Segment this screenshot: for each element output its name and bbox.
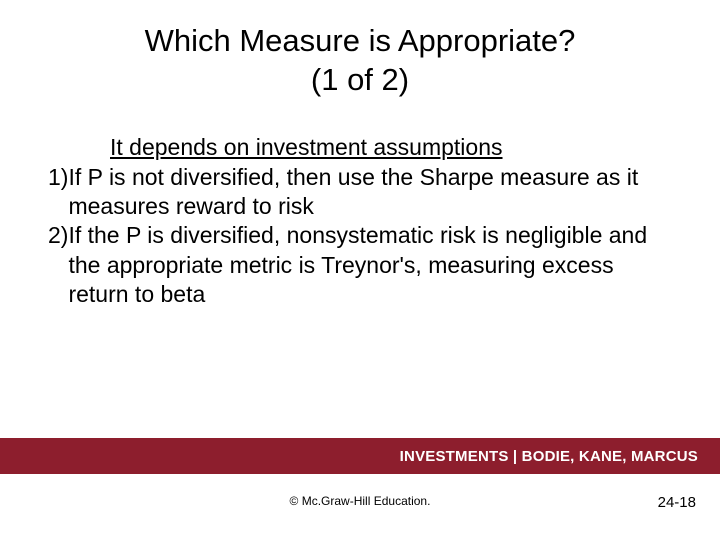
slide-container: Which Measure is Appropriate? (1 of 2) I… (0, 0, 720, 540)
list-number: 2) (48, 221, 68, 309)
list-text: If P is not diversified, then use the Sh… (68, 163, 672, 222)
slide-title: Which Measure is Appropriate? (1 of 2) (48, 22, 672, 100)
subtitle: It depends on investment assumptions (110, 134, 672, 161)
brand-banner: INVESTMENTS | BODIE, KANE, MARCUS (0, 438, 720, 474)
page-number: 24-18 (658, 494, 696, 511)
copyright-text: © Mc.Graw-Hill Education. (0, 494, 720, 508)
list-number: 1) (48, 163, 68, 222)
list-item: 1) If P is not diversified, then use the… (48, 163, 672, 222)
list-text: If the P is diversified, nonsystematic r… (68, 221, 672, 309)
title-line-2: (1 of 2) (311, 62, 409, 97)
banner-text: INVESTMENTS | BODIE, KANE, MARCUS (400, 448, 698, 465)
title-line-1: Which Measure is Appropriate? (145, 23, 576, 58)
body-list: 1) If P is not diversified, then use the… (48, 163, 672, 310)
footer: © Mc.Graw-Hill Education. 24-18 (0, 494, 720, 514)
list-item: 2) If the P is diversified, nonsystemati… (48, 221, 672, 309)
